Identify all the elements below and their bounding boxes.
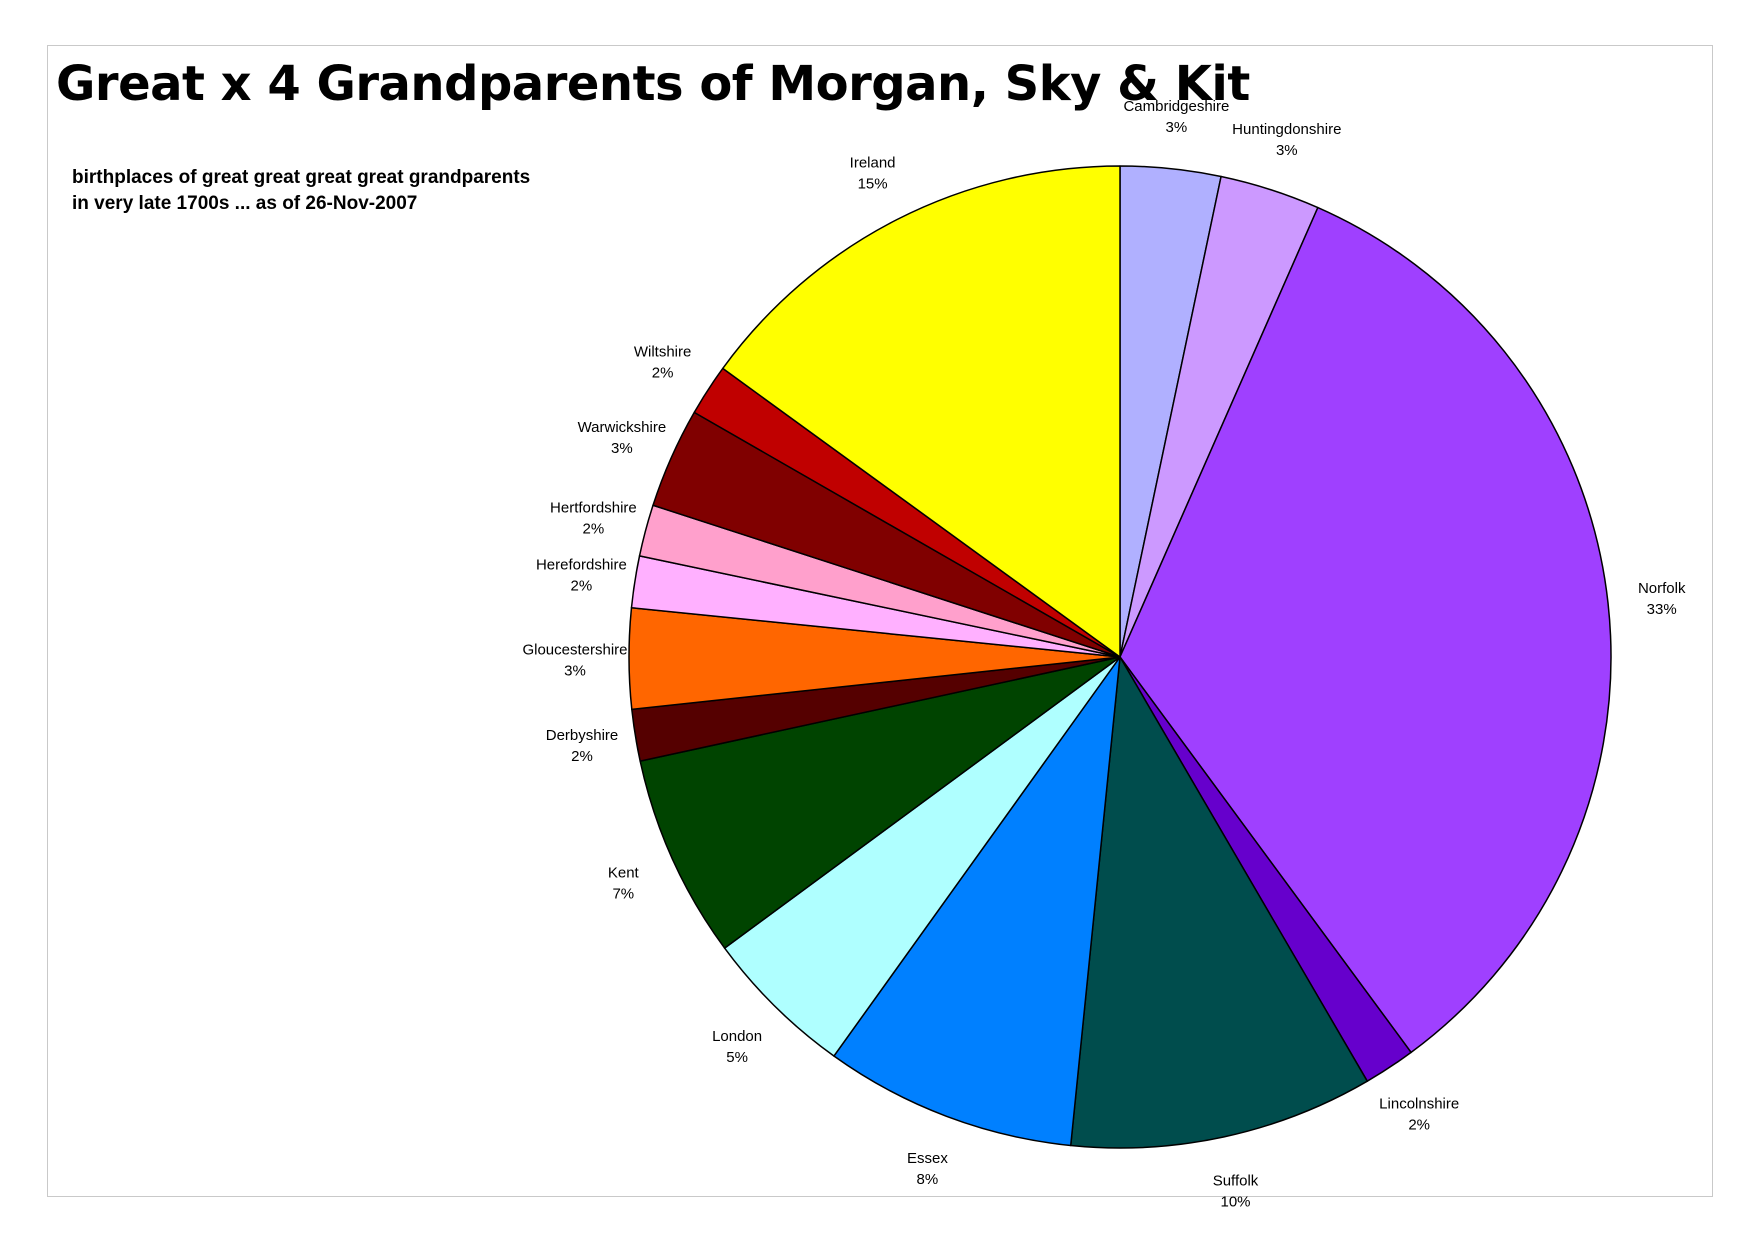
subtitle-line-2: in very late 1700s ... as of 26-Nov-2007 bbox=[72, 193, 418, 214]
chart-title: Great x 4 Grandparents of Morgan, Sky & … bbox=[56, 56, 1250, 112]
subtitle-line-1: birthplaces of great great great great g… bbox=[72, 167, 531, 188]
slice-label-name: Huntingdonshire bbox=[1232, 121, 1341, 138]
pie-slice-norfolk bbox=[1119, 206, 1612, 1054]
slice-label-percent: 10% bbox=[1220, 1194, 1250, 1211]
slice-label-herefordshire: Herefordshire 2% bbox=[536, 556, 627, 594]
slice-label-percent: 33% bbox=[1647, 601, 1677, 618]
slice-label-name: Herefordshire bbox=[536, 556, 627, 573]
slice-label-percent: 2% bbox=[652, 365, 674, 382]
slice-label-name: Suffolk bbox=[1213, 1173, 1259, 1190]
pie-labels: Cambridgeshire 3% Huntingdonshire 3% Norfolk… bbox=[522, 98, 1685, 1211]
slice-label-name: Ireland bbox=[850, 154, 896, 171]
slice-label-london: London 5% bbox=[712, 1028, 762, 1066]
slice-label-ireland: Ireland 15% bbox=[850, 154, 896, 192]
slice-label-derbyshire: Derbyshire 2% bbox=[546, 727, 619, 765]
slice-label-percent: 7% bbox=[612, 885, 634, 902]
slice-label-wiltshire: Wiltshire 2% bbox=[634, 344, 692, 382]
slice-label-name: Cambridgeshire bbox=[1123, 98, 1229, 115]
slice-label-name: Norfolk bbox=[1638, 580, 1686, 597]
slice-label-name: Wiltshire bbox=[634, 344, 692, 361]
slice-label-warwickshire: Warwickshire 3% bbox=[578, 419, 667, 457]
pie-slices bbox=[628, 165, 1612, 1149]
slice-label-percent: 2% bbox=[571, 577, 593, 594]
slice-label-percent: 2% bbox=[1408, 1117, 1430, 1134]
slice-label-percent: 2% bbox=[571, 748, 593, 765]
slice-label-name: London bbox=[712, 1028, 762, 1045]
slice-label-hertfordshire: Hertfordshire 2% bbox=[550, 500, 637, 538]
pie-slice-london bbox=[723, 656, 1121, 1057]
slice-label-percent: 3% bbox=[1166, 119, 1188, 136]
pie-slice-essex bbox=[833, 656, 1121, 1147]
slice-label-percent: 3% bbox=[611, 440, 633, 457]
chart-frame bbox=[47, 45, 1713, 1197]
slice-label-name: Essex bbox=[907, 1150, 948, 1167]
slice-label-essex: Essex 8% bbox=[907, 1150, 948, 1188]
slice-label-percent: 3% bbox=[564, 663, 586, 680]
slice-label-suffolk: Suffolk 10% bbox=[1213, 1173, 1259, 1211]
slice-label-percent: 5% bbox=[726, 1049, 748, 1066]
chart-subtitle: birthplaces of great great great great g… bbox=[72, 165, 530, 217]
slice-label-percent: 3% bbox=[1276, 142, 1298, 159]
slice-label-name: Hertfordshire bbox=[550, 500, 637, 517]
slice-label-name: Kent bbox=[608, 864, 640, 881]
slice-label-name: Lincolnshire bbox=[1379, 1096, 1459, 1113]
pie-slice-suffolk bbox=[1069, 656, 1369, 1149]
slice-label-kent: Kent 7% bbox=[608, 864, 640, 902]
slice-label-lincolnshire: Lincolnshire 2% bbox=[1379, 1096, 1459, 1134]
slice-label-gloucestershire: Gloucestershire 3% bbox=[522, 642, 627, 680]
slice-label-cambridgeshire: Cambridgeshire 3% bbox=[1123, 98, 1229, 136]
slice-label-percent: 2% bbox=[583, 521, 605, 538]
pie-slice-kent bbox=[639, 656, 1121, 949]
slice-label-percent: 8% bbox=[917, 1171, 939, 1188]
slice-label-name: Gloucestershire bbox=[522, 642, 627, 659]
slice-label-huntingdonshire: Huntingdonshire 3% bbox=[1232, 121, 1341, 159]
slice-label-name: Warwickshire bbox=[578, 419, 667, 436]
slice-label-name: Derbyshire bbox=[546, 727, 619, 744]
pie-slice-ireland bbox=[722, 165, 1121, 658]
slice-label-percent: 15% bbox=[858, 175, 888, 192]
slice-label-norfolk: Norfolk 33% bbox=[1638, 580, 1686, 618]
